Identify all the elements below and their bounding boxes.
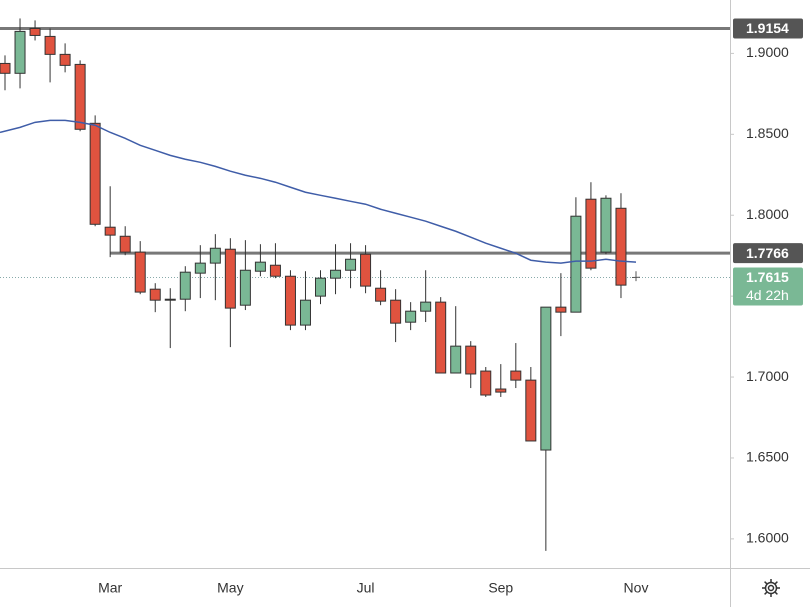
candle-body [510, 370, 522, 381]
candle-body [284, 275, 296, 326]
candle-body [194, 262, 206, 274]
candle-body [164, 298, 176, 301]
x-tick-label: May [217, 580, 243, 596]
last-price-label: 1.7615 [746, 269, 789, 285]
candle-body [315, 277, 326, 297]
candle-body [585, 198, 597, 269]
countdown-label: 4d 22h [746, 287, 789, 303]
candle-body [465, 345, 477, 375]
x-tick-label: Jul [357, 580, 375, 596]
x-tick-label: Mar [98, 580, 122, 596]
candle-body [239, 269, 251, 306]
candle-body [134, 251, 146, 293]
candle-body [209, 247, 221, 264]
candle-body [420, 301, 432, 312]
candle-body [269, 264, 281, 277]
candle-body [405, 310, 417, 323]
candle-body [59, 53, 71, 66]
candle-body [435, 301, 447, 374]
candle-body [299, 299, 311, 326]
candle-body [375, 287, 387, 302]
candle-body [525, 379, 537, 442]
candle-body [330, 269, 342, 279]
settings-gear[interactable] [764, 581, 778, 595]
candle-body [0, 62, 11, 74]
candle-body [29, 27, 41, 36]
y-tick-label: 1.7000 [746, 368, 789, 384]
candle-body [345, 258, 357, 271]
candle-body [149, 288, 161, 301]
y-tick-label: 1.8000 [746, 206, 789, 222]
y-tick-label: 1.6500 [746, 449, 789, 465]
candle-body [14, 30, 26, 74]
level-label: 1.9154 [746, 20, 789, 36]
x-tick-label: Sep [488, 580, 513, 596]
settings-gear-hole[interactable] [767, 584, 775, 592]
candle-body [480, 370, 492, 396]
candle-body [600, 197, 612, 253]
x-tick-label: Nov [624, 580, 649, 596]
moving-average [0, 119, 637, 264]
candle-body [104, 226, 116, 236]
candle-body [450, 345, 462, 374]
candle-body [179, 271, 191, 300]
y-tick-label: 1.9000 [746, 44, 789, 60]
settings-icon[interactable] [762, 579, 780, 597]
candle-body [615, 207, 627, 286]
candle-body [360, 253, 372, 287]
candle-body [570, 215, 582, 313]
candle-body [224, 248, 236, 309]
candle-body [254, 261, 266, 272]
candle-body [555, 306, 567, 313]
y-tick-label: 1.8500 [746, 125, 789, 141]
candle-body [89, 122, 101, 225]
settings-gear-teeth[interactable] [762, 579, 780, 597]
y-tick-label: 1.6000 [746, 530, 789, 546]
candle-body [44, 35, 56, 55]
level-label-box [733, 243, 803, 264]
candle-body [390, 299, 402, 324]
level-label: 1.7766 [746, 245, 789, 261]
candle-body [119, 235, 131, 253]
candle-body [495, 388, 507, 393]
level-label-box [733, 18, 803, 39]
candle-body [74, 63, 86, 130]
last-price-box [733, 267, 803, 306]
candle-body [540, 306, 552, 451]
